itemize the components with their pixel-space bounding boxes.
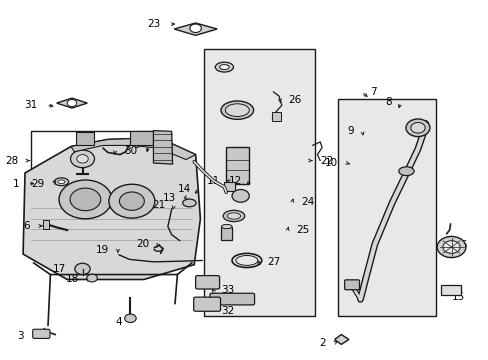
Ellipse shape <box>227 213 240 219</box>
Ellipse shape <box>221 224 232 229</box>
Text: 21: 21 <box>152 201 165 210</box>
FancyBboxPatch shape <box>193 297 220 311</box>
Circle shape <box>405 119 429 136</box>
Text: 10: 10 <box>324 158 337 168</box>
Polygon shape <box>23 138 200 279</box>
FancyBboxPatch shape <box>33 329 50 338</box>
Text: 27: 27 <box>267 257 280 267</box>
Text: 1: 1 <box>13 179 19 189</box>
Text: 5: 5 <box>133 140 140 150</box>
Ellipse shape <box>215 62 233 72</box>
FancyBboxPatch shape <box>195 276 219 289</box>
Bar <box>440 285 460 294</box>
Bar <box>31 131 153 201</box>
Text: 6: 6 <box>23 221 30 231</box>
Bar <box>224 182 234 190</box>
Text: 14: 14 <box>177 184 190 194</box>
FancyBboxPatch shape <box>344 280 359 290</box>
Circle shape <box>87 274 97 282</box>
Text: 22: 22 <box>320 156 333 166</box>
Text: 18: 18 <box>66 274 79 284</box>
Polygon shape <box>57 98 87 108</box>
Ellipse shape <box>223 210 244 222</box>
Bar <box>226 147 249 184</box>
Polygon shape <box>334 334 348 345</box>
Bar <box>76 132 94 145</box>
Text: 2: 2 <box>319 338 325 348</box>
Bar <box>272 112 280 121</box>
Circle shape <box>67 100 77 107</box>
Text: 17: 17 <box>53 264 66 274</box>
Circle shape <box>109 184 155 218</box>
Polygon shape <box>174 23 217 35</box>
Ellipse shape <box>219 65 229 69</box>
Circle shape <box>442 241 459 253</box>
Bar <box>43 220 49 229</box>
Text: 19: 19 <box>96 245 109 255</box>
Circle shape <box>436 237 465 258</box>
Text: 30: 30 <box>123 146 137 156</box>
Ellipse shape <box>183 199 196 207</box>
Text: 4: 4 <box>116 317 122 327</box>
Circle shape <box>410 122 424 133</box>
Text: 24: 24 <box>301 197 314 207</box>
Text: 7: 7 <box>369 87 376 97</box>
FancyBboxPatch shape <box>209 293 254 305</box>
Text: 23: 23 <box>147 19 160 29</box>
Ellipse shape <box>398 167 413 176</box>
Polygon shape <box>71 138 195 159</box>
Text: 11: 11 <box>206 176 219 186</box>
Text: 33: 33 <box>221 285 234 295</box>
Text: 32: 32 <box>221 306 234 316</box>
Circle shape <box>70 150 94 168</box>
Bar <box>221 226 232 240</box>
Text: 3: 3 <box>18 331 24 341</box>
Ellipse shape <box>58 180 65 184</box>
Text: 25: 25 <box>296 225 309 235</box>
Bar <box>130 131 153 145</box>
Circle shape <box>70 188 101 211</box>
Circle shape <box>232 189 249 202</box>
Ellipse shape <box>221 101 253 119</box>
Text: 16: 16 <box>453 240 467 250</box>
Text: 29: 29 <box>31 179 44 189</box>
Text: 31: 31 <box>24 100 38 110</box>
Text: 12: 12 <box>228 176 242 186</box>
Ellipse shape <box>225 104 249 117</box>
Bar <box>337 99 435 316</box>
Circle shape <box>77 154 88 163</box>
Text: 9: 9 <box>346 126 353 136</box>
Text: 8: 8 <box>385 98 391 107</box>
Circle shape <box>124 314 136 323</box>
Bar <box>203 49 315 316</box>
Text: 28: 28 <box>5 156 18 166</box>
Circle shape <box>119 192 144 210</box>
Circle shape <box>59 180 112 219</box>
Polygon shape <box>153 131 172 164</box>
Text: 26: 26 <box>288 95 301 104</box>
Text: 20: 20 <box>136 239 149 249</box>
Circle shape <box>189 24 201 32</box>
Ellipse shape <box>54 178 68 186</box>
Text: 15: 15 <box>450 292 464 302</box>
Text: 13: 13 <box>163 193 176 203</box>
Circle shape <box>75 263 90 275</box>
